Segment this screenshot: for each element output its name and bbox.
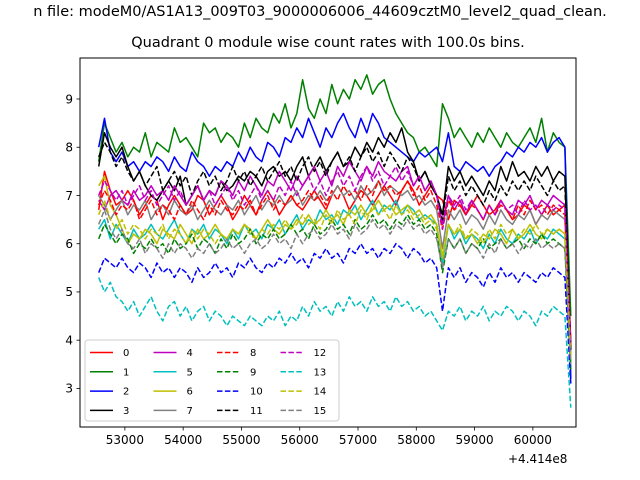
series-line-10 — [98, 242, 572, 384]
legend-label-3: 3 — [123, 406, 129, 417]
x-tick-label: 53000 — [106, 433, 144, 447]
y-tick-label: 9 — [65, 92, 73, 106]
x-axis: 53000 54000 55000 56000 57000 58000 59000 60000 — [106, 427, 552, 447]
series-line-5 — [98, 199, 572, 365]
legend-label-8: 8 — [250, 348, 256, 359]
x-axis-offset-label: +4.414e8 — [508, 452, 568, 466]
series-line-1 — [97, 74, 572, 317]
series-line-7 — [98, 180, 572, 355]
y-tick-label: 6 — [65, 237, 73, 251]
legend-label-12: 12 — [314, 348, 327, 359]
series-line-13 — [98, 277, 572, 408]
y-tick-label: 4 — [65, 333, 73, 347]
series-layer — [97, 74, 572, 408]
series-line-12 — [98, 165, 572, 346]
legend-box — [84, 339, 340, 422]
series-line-2 — [97, 112, 572, 379]
legend-label-5: 5 — [187, 367, 193, 378]
x-tick-label: 56000 — [281, 433, 319, 447]
x-tick-label: 55000 — [222, 433, 260, 447]
series-line-14 — [98, 199, 572, 360]
legend-label-11: 11 — [250, 406, 263, 417]
legend-label-14: 14 — [314, 387, 327, 398]
legend-label-2: 2 — [123, 387, 129, 398]
legend-label-9: 9 — [250, 367, 256, 378]
x-tick-label: 54000 — [164, 433, 202, 447]
y-tick-label: 5 — [65, 285, 73, 299]
legend-label-15: 15 — [314, 406, 327, 417]
y-tick-label: 7 — [65, 189, 73, 203]
series-line-9 — [98, 214, 572, 370]
y-axis: 3 4 5 6 7 8 9 — [65, 92, 80, 396]
series-line-15 — [98, 209, 572, 365]
y-tick-label: 8 — [65, 141, 73, 155]
legend-label-1: 1 — [123, 367, 129, 378]
legend-label-6: 6 — [187, 387, 193, 398]
x-tick-label: 57000 — [339, 433, 377, 447]
legend-label-4: 4 — [187, 348, 193, 359]
x-tick-label: 58000 — [397, 433, 435, 447]
series-line-11 — [98, 141, 572, 350]
x-tick-label: 60000 — [514, 433, 552, 447]
x-tick-label: 59000 — [455, 433, 493, 447]
axes-frame — [79, 57, 577, 428]
legend-label-13: 13 — [314, 367, 327, 378]
legend-label-10: 10 — [250, 387, 263, 398]
legend-label-7: 7 — [187, 406, 193, 417]
y-tick-label: 3 — [65, 382, 73, 396]
figure-suptitle: n file: modeM0/AS1A13_009T03_9000006006_… — [33, 4, 607, 20]
chart-title: Quadrant 0 module wise count rates with … — [131, 35, 525, 51]
legend-label-0: 0 — [123, 348, 129, 359]
